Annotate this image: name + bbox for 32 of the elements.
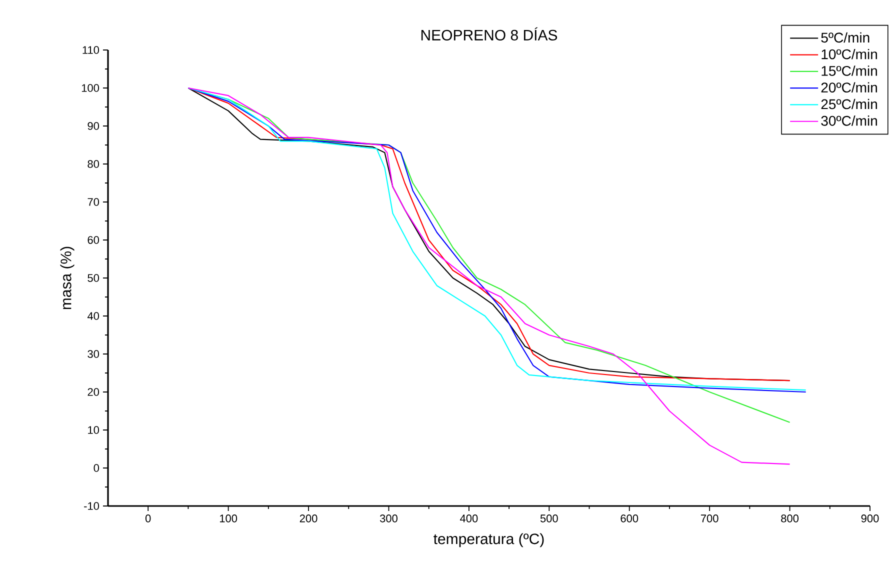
- y-tick-label: 100: [82, 84, 100, 92]
- x-tick-label: 100: [220, 514, 238, 522]
- y-tick-label: 30: [88, 350, 100, 358]
- y-tick-label: 60: [88, 236, 100, 244]
- x-tick-label: 500: [540, 514, 558, 522]
- x-tick-label: 800: [781, 514, 799, 522]
- legend-label: 5ºC/min: [821, 32, 870, 43]
- y-tick-label: 110: [82, 46, 100, 54]
- y-tick-label: 50: [88, 274, 100, 282]
- x-tick-label: 200: [300, 514, 318, 522]
- y-tick-label: 20: [88, 388, 100, 396]
- x-tick-label: 300: [380, 514, 398, 522]
- y-tick-label: -10: [84, 502, 100, 510]
- x-axis-title: temperatura (ºC): [434, 533, 544, 548]
- y-tick-label: 10: [88, 426, 100, 434]
- x-tick-label: 400: [460, 514, 478, 522]
- y-tick-label: 90: [88, 122, 100, 130]
- chart-title: NEOPRENO 8 DÍAS: [421, 27, 558, 40]
- y-tick-label: 70: [88, 198, 100, 206]
- x-tick-label: 900: [861, 514, 879, 522]
- legend-label: 10ºC/min: [822, 48, 877, 60]
- legend-label: 25ºC/min: [821, 98, 877, 110]
- y-tick-label: 80: [88, 160, 100, 168]
- legend-label: 20ºC/min: [821, 82, 877, 93]
- y-tick-label: 0: [94, 464, 100, 472]
- x-tick-label: 700: [700, 514, 718, 522]
- y-axis-title: masa (%): [60, 246, 74, 310]
- x-tick-label: 0: [145, 514, 151, 522]
- x-tick-label: 600: [620, 514, 638, 522]
- y-tick-label: 40: [87, 312, 100, 320]
- legend-label: 30ºC/min: [821, 116, 877, 126]
- legend-label: 15ºC/min: [822, 66, 877, 76]
